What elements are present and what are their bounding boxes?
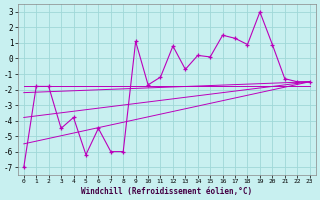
X-axis label: Windchill (Refroidissement éolien,°C): Windchill (Refroidissement éolien,°C) (81, 187, 252, 196)
